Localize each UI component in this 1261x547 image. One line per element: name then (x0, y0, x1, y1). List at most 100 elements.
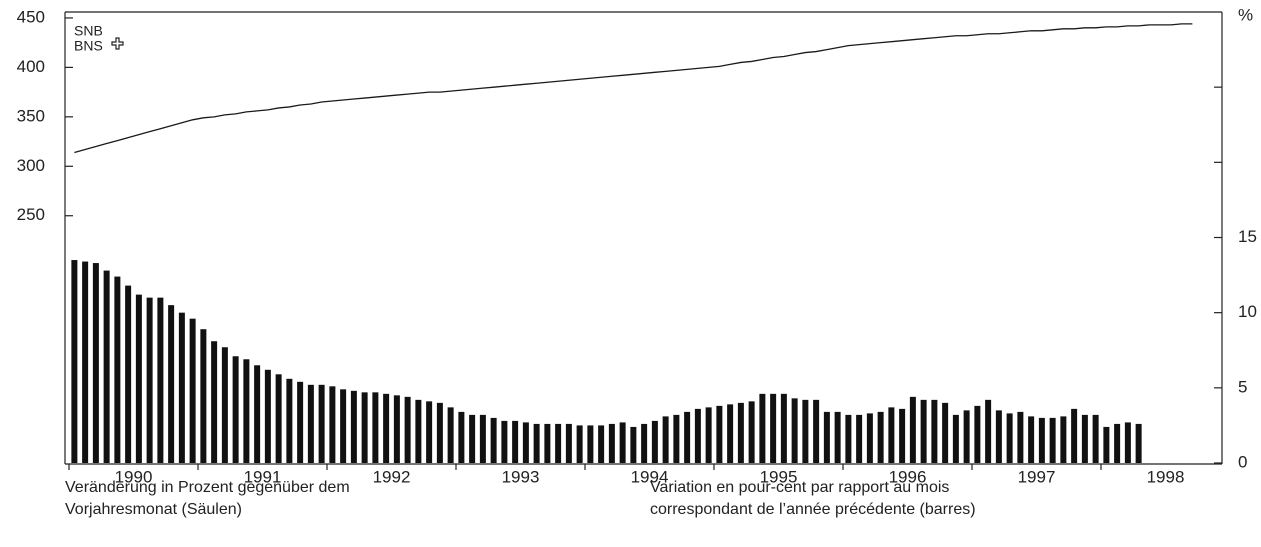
bar (125, 285, 132, 463)
bar (178, 312, 185, 463)
bar (662, 416, 669, 463)
bar (340, 389, 347, 463)
bar (1028, 416, 1035, 463)
bar (770, 393, 777, 463)
bar (877, 411, 884, 463)
bar (845, 414, 852, 463)
bar (1124, 422, 1131, 463)
bar (716, 405, 723, 463)
bar (436, 402, 443, 463)
bar (834, 411, 841, 463)
bar (71, 260, 78, 463)
bar (1060, 416, 1067, 463)
bar (103, 270, 110, 463)
bar (135, 294, 142, 463)
bar (275, 374, 282, 463)
bar (383, 393, 390, 463)
x-tick-label: 1997 (1018, 467, 1056, 486)
bar (1092, 414, 1099, 463)
bar (157, 297, 164, 463)
bar (512, 420, 519, 463)
bar (963, 410, 970, 463)
bar (189, 318, 196, 463)
bar (630, 426, 637, 463)
bar (888, 407, 895, 463)
bar (565, 423, 572, 463)
bar (415, 399, 422, 463)
y2-tick-label: 0 (1238, 452, 1247, 471)
bar (791, 398, 798, 463)
bar (780, 393, 787, 463)
bar (823, 411, 830, 463)
bar (694, 408, 701, 463)
caption: Variation en pour-cent par rapport au mo… (650, 479, 949, 496)
y-tick-label: 450 (17, 7, 45, 26)
bar (684, 411, 691, 463)
bar (727, 404, 734, 463)
bar (985, 399, 992, 463)
y-tick-label: 250 (17, 205, 45, 224)
caption: Vorjahresmonat (Säulen) (65, 501, 242, 518)
bar (82, 261, 89, 463)
x-tick-label: 1992 (373, 467, 411, 486)
bar (866, 413, 873, 463)
bar (307, 384, 314, 463)
bar (329, 386, 336, 463)
bar (372, 392, 379, 463)
bar (533, 423, 540, 463)
bar (555, 423, 562, 463)
bar (469, 414, 476, 463)
bar (221, 347, 228, 463)
bar (587, 425, 594, 463)
logo-text: BNS (74, 38, 103, 54)
bar (114, 276, 121, 463)
bar (813, 399, 820, 463)
bar (168, 305, 175, 463)
bar (974, 405, 981, 463)
logo-text: SNB (74, 23, 103, 39)
bar (1071, 408, 1078, 463)
x-tick-label: 1994 (631, 467, 669, 486)
caption: correspondant de l’année précédente (bar… (650, 501, 976, 518)
y2-tick-label: 10 (1238, 302, 1257, 321)
bar (619, 422, 626, 463)
bar (673, 414, 680, 463)
bar (1103, 426, 1110, 463)
bar (651, 420, 658, 463)
bar (920, 399, 927, 463)
bar (1038, 417, 1045, 463)
bar (856, 414, 863, 463)
bar (641, 423, 648, 463)
bar (748, 401, 755, 463)
bar (737, 402, 744, 463)
y-tick-label: 300 (17, 156, 45, 175)
x-tick-label: 1995 (760, 467, 798, 486)
line (74, 23, 1193, 154)
bar (393, 395, 400, 463)
bar (286, 378, 293, 463)
bar (232, 356, 239, 463)
bar (200, 329, 207, 463)
logo-cross (111, 37, 124, 50)
bar (146, 297, 153, 463)
bar (404, 396, 411, 463)
bar (598, 425, 605, 463)
bar (1049, 417, 1056, 463)
y-tick-label: 400 (17, 57, 45, 76)
x-tick-label: 1990 (115, 467, 153, 486)
bar (264, 369, 271, 463)
bar (705, 407, 712, 463)
bar (447, 407, 454, 463)
y-tick-label: 350 (17, 106, 45, 125)
bar (458, 411, 465, 463)
bar (501, 420, 508, 463)
bar (361, 392, 368, 463)
caption: Veränderung in Prozent gegenüber dem (65, 479, 350, 496)
unit-label: % (1238, 5, 1253, 24)
bar (802, 399, 809, 463)
bar (759, 393, 766, 463)
bar (544, 423, 551, 463)
bar (211, 341, 218, 463)
x-tick-label: 1991 (244, 467, 282, 486)
